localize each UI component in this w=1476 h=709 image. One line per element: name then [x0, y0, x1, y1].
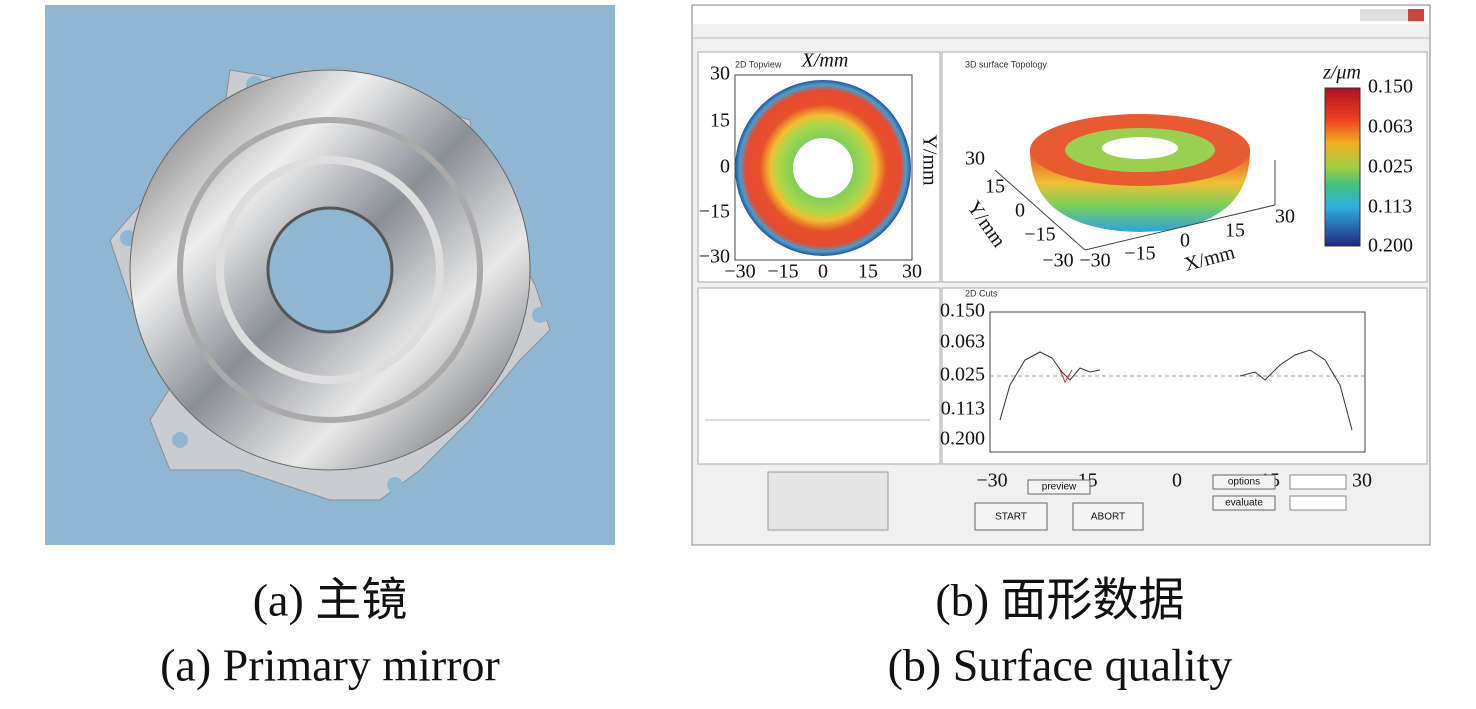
y-tick-label: −15	[1024, 224, 1055, 246]
x-axis-label: X/mm	[801, 50, 849, 72]
button[interactable]	[1072, 502, 1144, 531]
profile-line	[999, 351, 1101, 421]
colorbar-tick: 0.113	[1368, 196, 1412, 218]
y-tick-label: 0	[1015, 200, 1025, 222]
colorbar-tick: 0.063	[1368, 116, 1413, 138]
colorbar-tick: 0.150	[1368, 76, 1413, 98]
x-tick-label: 15	[858, 261, 878, 283]
x-tick-label: 30	[1352, 470, 1372, 492]
y-tick-label: 15	[985, 176, 1005, 198]
button-label[interactable]: options	[1228, 477, 1260, 488]
y-tick-label: 30	[710, 63, 730, 85]
y-tick-label: 0.113	[941, 398, 985, 420]
colorbar	[1324, 87, 1361, 247]
caption-en: (b) Surface quality	[888, 640, 1233, 691]
caption-cn: (a) 主镜	[253, 575, 408, 626]
surface-title: 3D surface Topology	[965, 59, 1047, 69]
x-tick-label: −30	[1079, 250, 1110, 272]
y-tick-label: 0	[720, 156, 730, 178]
y-tick-label: 15	[710, 110, 730, 132]
photo	[45, 5, 615, 545]
button[interactable]	[1212, 474, 1276, 490]
colorbar-tick: 0.200	[1368, 235, 1413, 257]
colorbar-label: z/μm	[1322, 62, 1361, 84]
y-tick-label: 0.025	[940, 364, 985, 386]
y-tick-label: 0.063	[940, 331, 985, 353]
x-tick-label: −15	[767, 261, 798, 283]
button-label[interactable]: START	[995, 512, 1027, 523]
x-tick-label: 0	[818, 261, 828, 283]
button[interactable]	[1212, 495, 1276, 511]
button[interactable]	[974, 502, 1048, 531]
y-tick-label: −30	[699, 246, 730, 268]
y-tick-label: 30	[965, 148, 985, 170]
y-axis-label: Y/mm	[918, 134, 940, 186]
caption-cn: (b) 面形数据	[935, 575, 1184, 626]
y-tick-label: 0.200	[940, 428, 985, 450]
x-tick-label: 30	[902, 261, 922, 283]
x-tick-label: 0	[1172, 470, 1182, 492]
y-tick-label: 0.150	[940, 300, 985, 322]
caption-en: (a) Primary mirror	[160, 640, 500, 691]
software-window: 2D Topview X/mm Y/mm 30 15 0 −15 −30 −30…	[691, 4, 1431, 546]
cuts-title: 2D Cuts	[965, 288, 998, 298]
x-tick-label: 30	[1275, 206, 1295, 228]
x-tick-label: −30	[976, 470, 1007, 492]
x-tick-label: −30	[724, 261, 755, 283]
x-tick-label: −15	[1124, 243, 1155, 265]
button[interactable]	[1027, 479, 1091, 495]
colorbar-tick: 0.025	[1368, 156, 1413, 178]
profile-line	[1239, 349, 1353, 431]
x-tick-label: 15	[1225, 220, 1245, 242]
x-tick-label: 0	[1180, 230, 1190, 252]
y-tick-label: −30	[1042, 250, 1073, 272]
y-tick-label: −15	[699, 201, 730, 223]
topview-title: 2D Topview	[735, 59, 782, 69]
button-label[interactable]: evaluate	[1225, 498, 1263, 509]
button-label[interactable]: preview	[1042, 482, 1077, 493]
button-label[interactable]: ABORT	[1091, 512, 1125, 523]
